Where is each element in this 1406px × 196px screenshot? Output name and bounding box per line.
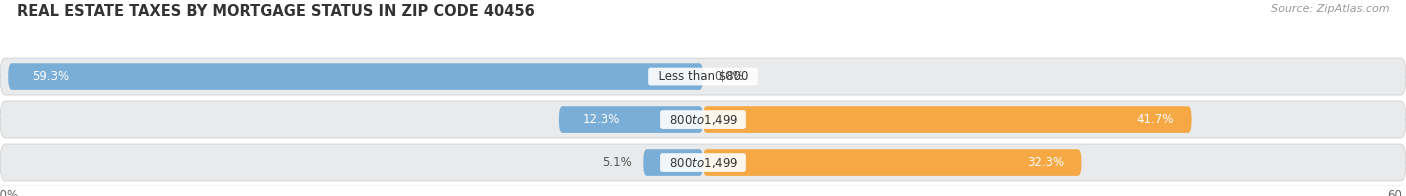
FancyBboxPatch shape (644, 149, 703, 176)
Text: 59.3%: 59.3% (31, 70, 69, 83)
FancyBboxPatch shape (0, 101, 1406, 138)
Text: 32.3%: 32.3% (1026, 156, 1064, 169)
Text: Less than $800: Less than $800 (651, 70, 755, 83)
FancyBboxPatch shape (0, 58, 1406, 95)
Text: REAL ESTATE TAXES BY MORTGAGE STATUS IN ZIP CODE 40456: REAL ESTATE TAXES BY MORTGAGE STATUS IN … (17, 4, 534, 19)
FancyBboxPatch shape (560, 106, 703, 133)
Text: Source: ZipAtlas.com: Source: ZipAtlas.com (1271, 4, 1389, 14)
FancyBboxPatch shape (0, 144, 1406, 181)
FancyBboxPatch shape (703, 149, 1081, 176)
Text: $800 to $1,499: $800 to $1,499 (662, 156, 744, 170)
Text: 0.0%: 0.0% (714, 70, 744, 83)
FancyBboxPatch shape (8, 63, 703, 90)
Text: 41.7%: 41.7% (1136, 113, 1174, 126)
Text: $800 to $1,499: $800 to $1,499 (662, 113, 744, 127)
FancyBboxPatch shape (703, 106, 1192, 133)
Text: 5.1%: 5.1% (602, 156, 631, 169)
Text: 12.3%: 12.3% (582, 113, 620, 126)
